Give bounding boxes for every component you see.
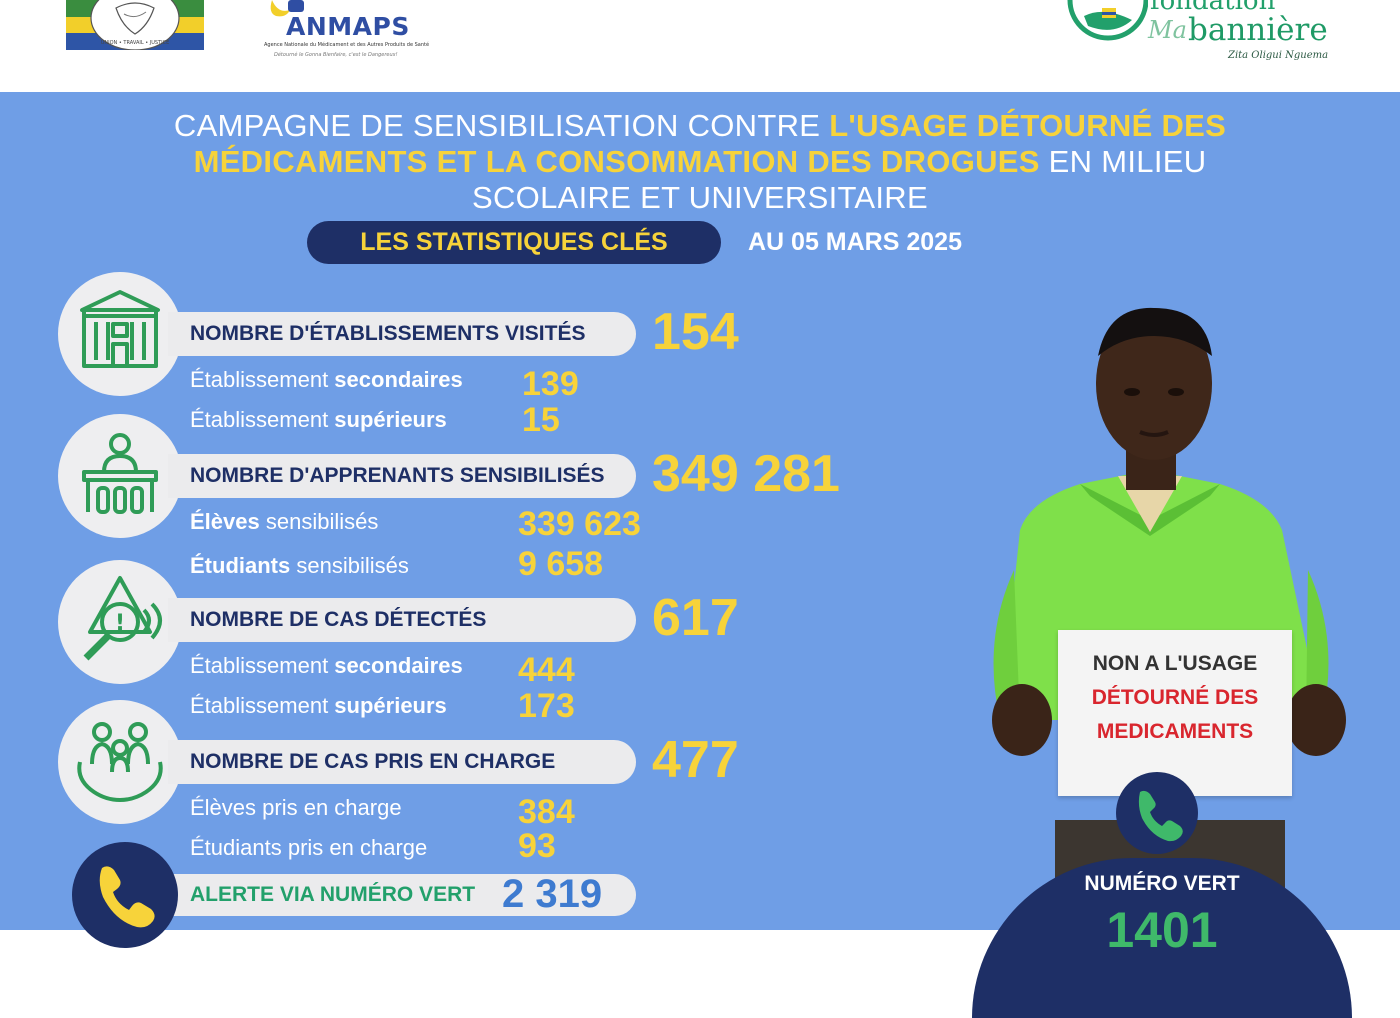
- stat-item-value: 93: [518, 827, 556, 865]
- stat-item-label: Étudiants pris en charge: [190, 835, 428, 860]
- stat-total-cas-detectes: 617: [652, 589, 739, 647]
- student-desk-icon: [58, 414, 182, 538]
- numero-vert-label: NUMÉRO VERT: [1084, 872, 1240, 895]
- alert-value: 2 319: [502, 872, 603, 916]
- stat-item-value: 444: [518, 651, 575, 689]
- stat-item-value: 15: [522, 401, 560, 439]
- sign-line-1: NON A L'USAGE: [1092, 652, 1258, 675]
- stat-item-value: 9 658: [518, 545, 604, 583]
- numero-vert-number: 1401: [1106, 902, 1218, 958]
- anmaps-subtitle: Agence Nationale du Médicament et des Au…: [264, 42, 430, 48]
- warning-magnifier-icon: !: [58, 560, 182, 684]
- fondation-ma: Ma: [1148, 16, 1187, 44]
- title-part-3: EN MILIEU SCOLAIRE ET UNIVERSITAIRE: [472, 144, 1207, 215]
- campaign-title: CAMPAGNE DE SENSIBILISATION CONTRE L'USA…: [160, 108, 1240, 216]
- stat-label-apprenants: NOMBRE D'APPRENANTS SENSIBILISÉS: [168, 454, 636, 498]
- stat-item-label: Établissement supérieurs: [190, 693, 447, 718]
- stat-label-cas-detectes: NOMBRE DE CAS DÉTECTÉS: [168, 598, 636, 642]
- phone-icon: [72, 842, 178, 948]
- stat-label-cas-pris-en-charge: NOMBRE DE CAS PRIS EN CHARGE: [168, 740, 636, 784]
- stat-item-value: 384: [518, 793, 575, 831]
- fondation-ma-banniere-logo: fondation Ma bannière Zita Oligui Nguema: [1064, 0, 1364, 72]
- stat-item-value: 339 623: [518, 505, 641, 543]
- key-statistics-badge: LES STATISTIQUES CLÉS: [307, 221, 721, 264]
- stat-item-value: 139: [522, 365, 579, 403]
- stat-total-apprenants: 349 281: [652, 445, 840, 503]
- title-part-1: CAMPAGNE DE SENSIBILISATION CONTRE: [173, 108, 830, 143]
- header: UNION • TRAVAIL • JUSTICE ANMAPS Agence …: [0, 0, 1400, 92]
- protest-sign: NON A L'USAGE DÉTOURNÉ DES MEDICAMENTS: [1058, 630, 1292, 796]
- fondation-banniere: bannière: [1188, 12, 1328, 48]
- fondation-signature: Zita Oligui Nguema: [1228, 50, 1329, 61]
- stat-total-cas-pris-en-charge: 477: [652, 731, 739, 789]
- stat-item-value: 173: [518, 687, 575, 725]
- stat-label-etablissements: NOMBRE D'ÉTABLISSEMENTS VISITÉS: [168, 312, 636, 356]
- phone-icon: [1116, 772, 1198, 854]
- building-icon: [58, 272, 182, 396]
- sign-line-3: MEDICAMENTS: [1096, 720, 1254, 743]
- date-label: AU 05 MARS 2025: [748, 228, 962, 256]
- alert-label: ALERTE VIA NUMÉRO VERT: [168, 874, 636, 916]
- stat-item-label: Établissement secondaires: [190, 653, 463, 678]
- svg-text:UNION • TRAVAIL • JUSTICE: UNION • TRAVAIL • JUSTICE: [101, 40, 170, 46]
- anmaps-logo: ANMAPS Agence Nationale du Médicament et…: [262, 0, 432, 64]
- fondation-word: fondation: [1150, 0, 1276, 16]
- stat-item-label: Étudiants sensibilisés: [190, 553, 409, 578]
- sign-line-2: DÉTOURNÉ DES: [1091, 686, 1259, 709]
- svg-text:!: !: [115, 611, 125, 636]
- anmaps-name: ANMAPS: [286, 12, 410, 41]
- stat-item-label: Élèves sensibilisés: [190, 509, 379, 534]
- gabon-emblem-logo: UNION • TRAVAIL • JUSTICE: [66, 0, 204, 51]
- stat-item-label: Élèves pris en charge: [190, 795, 402, 820]
- anmaps-slogan: Détourné le Gonna Bienfaire, c'est le Da…: [274, 52, 398, 58]
- stat-item-label: Établissement supérieurs: [190, 407, 447, 432]
- stat-total-etablissements: 154: [652, 303, 739, 361]
- stat-item-label: Établissement secondaires: [190, 367, 463, 392]
- title-highlight: L'USAGE DÉTOURNÉ DES MÉDICAMENTS ET LA C…: [193, 108, 1227, 179]
- family-hands-icon: [58, 700, 182, 824]
